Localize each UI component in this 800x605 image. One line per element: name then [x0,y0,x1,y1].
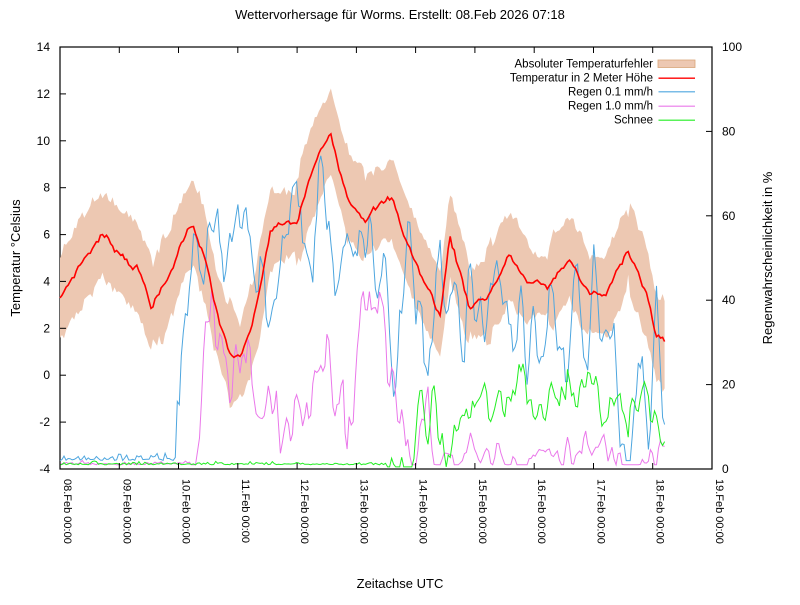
svg-text:20: 20 [722,378,736,392]
svg-text:6: 6 [43,228,50,242]
svg-text:Temperatur in 2 Meter Höhe: Temperatur in 2 Meter Höhe [510,73,653,85]
svg-text:15.Feb 00:00: 15.Feb 00:00 [476,479,488,544]
svg-text:10: 10 [37,134,51,148]
svg-text:12: 12 [37,87,51,101]
svg-text:18.Feb 00:00: 18.Feb 00:00 [654,479,666,544]
svg-text:Regen 0.1 mm/h: Regen 0.1 mm/h [568,86,653,98]
svg-text:11.Feb 00:00: 11.Feb 00:00 [239,479,251,543]
svg-text:16.Feb 00:00: 16.Feb 00:00 [535,479,547,544]
svg-text:Wettervorhersage für Worms. Er: Wettervorhersage für Worms. Erstellt: 08… [235,7,565,22]
svg-text:10.Feb 00:00: 10.Feb 00:00 [180,479,192,544]
svg-text:08.Feb 00:00: 08.Feb 00:00 [61,479,73,544]
svg-text:80: 80 [722,124,736,138]
svg-text:4: 4 [43,274,50,288]
svg-text:17.Feb 00:00: 17.Feb 00:00 [595,479,607,544]
svg-text:Temperatur °Celsius: Temperatur °Celsius [8,199,23,317]
svg-text:09.Feb 00:00: 09.Feb 00:00 [120,479,132,544]
svg-text:12.Feb 00:00: 12.Feb 00:00 [298,479,310,544]
svg-text:Schnee: Schnee [614,115,653,127]
svg-text:40: 40 [722,293,736,307]
svg-text:8: 8 [43,181,50,195]
svg-text:2: 2 [43,321,50,335]
svg-text:0: 0 [43,368,50,382]
svg-text:14: 14 [37,40,51,54]
svg-text:13.Feb 00:00: 13.Feb 00:00 [357,479,369,544]
svg-text:Absoluter Temperaturfehler: Absoluter Temperaturfehler [515,59,654,71]
svg-text:0: 0 [722,462,729,476]
svg-text:Regen 1.0 mm/h: Regen 1.0 mm/h [568,101,653,113]
svg-text:19.Feb 00:00: 19.Feb 00:00 [713,479,725,544]
svg-text:-2: -2 [39,415,50,429]
svg-text:14.Feb 00:00: 14.Feb 00:00 [417,479,429,544]
svg-text:-4: -4 [39,462,50,476]
svg-text:Zeitachse UTC: Zeitachse UTC [357,576,444,591]
svg-text:Regenwahrscheinlichkeit in %: Regenwahrscheinlichkeit in % [760,171,775,344]
svg-text:60: 60 [722,209,736,223]
svg-text:100: 100 [722,40,742,54]
